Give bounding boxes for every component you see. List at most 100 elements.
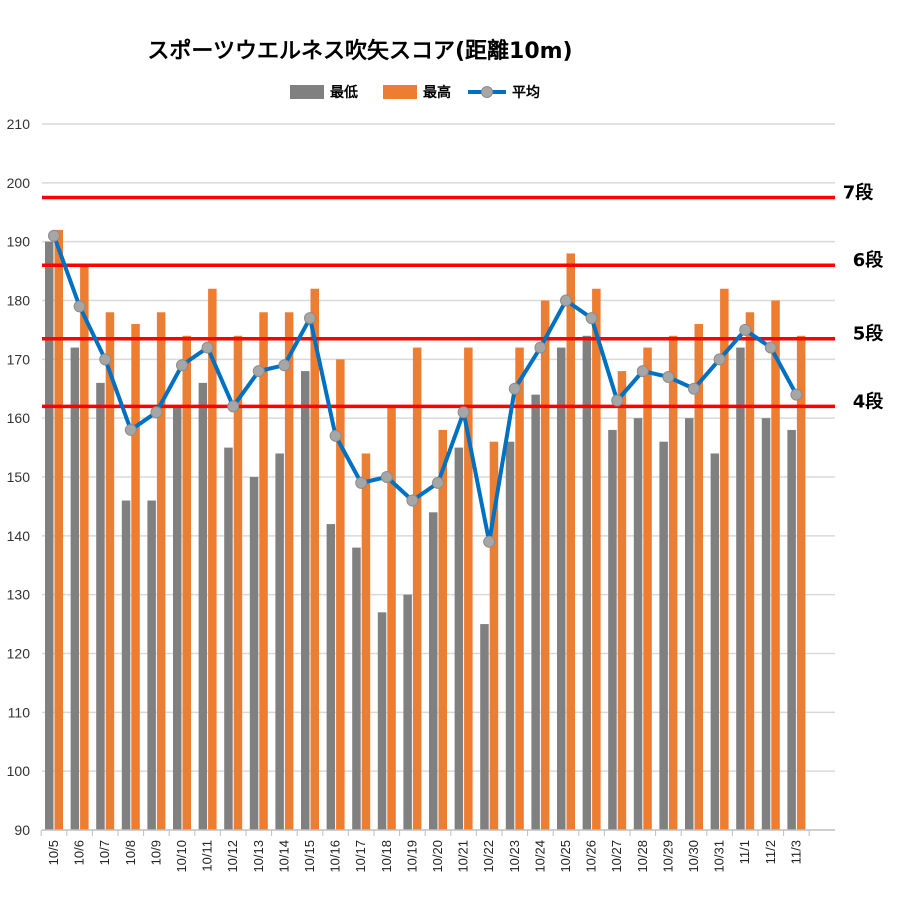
average-point	[406, 494, 419, 507]
average-point	[124, 423, 137, 436]
bar-low	[121, 500, 131, 830]
reference-label: 7段	[843, 182, 875, 204]
average-point	[48, 229, 60, 242]
bar-low	[505, 441, 515, 830]
bar-high	[259, 312, 268, 830]
average-point	[636, 365, 649, 378]
x-tick-label: 10/24	[532, 840, 547, 873]
average-point	[483, 535, 496, 548]
bar-low	[761, 418, 771, 830]
average-point	[432, 476, 444, 489]
bar-low	[249, 477, 259, 830]
bar-high	[745, 312, 755, 830]
average-point	[252, 365, 265, 378]
bar-high	[592, 288, 601, 830]
y-tick-label: 170	[7, 351, 31, 367]
x-tick-label: 10/26	[584, 840, 599, 873]
bar-low	[736, 347, 745, 830]
bar-high	[694, 324, 703, 830]
average-point	[662, 370, 675, 383]
bar-high	[80, 265, 89, 830]
bar-low	[403, 594, 412, 830]
bar-low	[633, 418, 643, 830]
x-tick-label: 11/3	[788, 840, 803, 864]
x-tick-label: 10/15	[302, 840, 317, 873]
x-tick-label: 10/21	[456, 840, 471, 873]
bar-series	[45, 229, 806, 830]
x-tick-label: 11/1	[737, 840, 752, 864]
x-tick-label: 10/29	[660, 840, 675, 873]
average-point	[790, 388, 803, 401]
bar-low	[787, 429, 796, 830]
y-tick-label: 200	[7, 175, 31, 191]
average-point	[560, 294, 572, 307]
y-tick-label: 190	[7, 234, 31, 250]
bar-high	[796, 335, 806, 830]
average-point	[201, 341, 214, 354]
average-point	[534, 341, 547, 354]
average-point	[688, 382, 700, 395]
bar-low	[454, 447, 464, 830]
average-point	[585, 312, 598, 325]
bar-low	[352, 547, 361, 830]
x-tick-label: 10/5	[46, 840, 61, 865]
y-tick-label: 120	[7, 646, 31, 662]
x-tick-label: 10/12	[225, 840, 240, 873]
bar-high	[361, 453, 371, 830]
bar-high	[284, 312, 294, 830]
legend-swatch-low	[290, 85, 324, 99]
average-point	[99, 353, 112, 366]
legend-swatch-high	[383, 85, 417, 99]
bar-low	[198, 382, 208, 830]
bar-low	[429, 512, 438, 830]
average-point	[764, 341, 777, 354]
bar-high	[131, 324, 140, 830]
average-point	[227, 400, 240, 413]
reference-label: 6段	[853, 249, 885, 271]
average-point	[304, 312, 316, 325]
bar-low	[480, 624, 489, 830]
legend-label-avg: 平均	[512, 84, 540, 101]
bar-high	[720, 288, 729, 830]
y-tick-label: 160	[7, 410, 31, 426]
x-tick-label: 10/31	[712, 840, 727, 873]
bar-high	[771, 300, 780, 830]
average-point	[329, 429, 342, 442]
bar-high	[489, 441, 499, 830]
x-tick-label: 10/17	[353, 840, 368, 873]
x-tick-label: 10/16	[328, 840, 343, 873]
average-point	[611, 394, 624, 407]
bar-high	[566, 253, 575, 830]
x-tick-label: 10/13	[251, 840, 266, 873]
legend: 最低 最高 平均	[290, 84, 540, 101]
bar-high	[156, 312, 166, 830]
x-tick-label: 10/14	[276, 840, 291, 873]
x-tick-label: 10/25	[558, 840, 573, 873]
bar-high	[182, 335, 191, 830]
average-line-series	[48, 229, 803, 548]
reference-lines: 7段 6段 5段 4段	[42, 182, 885, 412]
average-point	[150, 406, 163, 419]
x-tick-label: 11/2	[763, 840, 778, 864]
x-tick-label: 10/22	[481, 840, 496, 873]
bar-low	[70, 347, 80, 830]
y-axis: 90 100 110 120 130 140 150 160 170 180 190 200 210	[7, 116, 31, 838]
bar-high	[208, 288, 217, 830]
bar-low	[173, 406, 182, 830]
bar-high	[668, 335, 678, 830]
y-tick-label: 100	[7, 763, 31, 779]
bar-high	[617, 371, 627, 830]
x-axis: 10/5 10/6 10/7 10/8 10/9 10/10 10/11 10/12 10/13…	[40, 829, 835, 873]
bar-high	[336, 359, 345, 830]
bar-low	[608, 429, 617, 830]
bar-high	[412, 347, 422, 830]
reference-label: 5段	[853, 323, 885, 345]
average-point	[73, 300, 86, 313]
bar-high	[643, 347, 652, 830]
y-tick-label: 150	[7, 469, 31, 485]
bar-low	[582, 335, 592, 830]
x-tick-label: 10/8	[123, 840, 138, 865]
chart-title: スポーツウエルネス吹矢スコア(距離10m)	[147, 38, 572, 64]
